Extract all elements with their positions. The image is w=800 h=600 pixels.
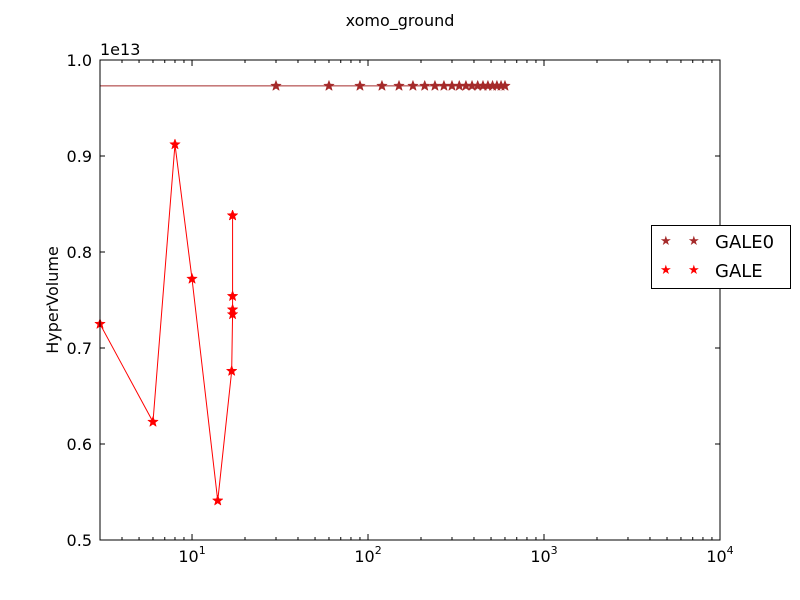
data-point [418, 79, 431, 91]
plot-area: 0.5 0.6 0.7 0.8 0.9 1.0 101 102 103 104 [67, 51, 734, 566]
data-point [147, 415, 159, 427]
data-point [407, 79, 419, 91]
legend-entry-gale: ★ ★ GALE [652, 258, 792, 286]
star-icon: ★ [688, 263, 700, 278]
data-point [438, 79, 450, 91]
x-tick-label: 103 [530, 544, 557, 566]
legend-entry-gale0: ★ ★ GALE0 [652, 229, 792, 257]
data-point [225, 364, 238, 377]
data-point [354, 79, 366, 91]
legend-label: GALE0 [715, 232, 775, 253]
y-tick-label: 0.7 [67, 339, 92, 358]
y-tick-label: 0.6 [67, 435, 92, 454]
chart-title: xomo_ground [346, 11, 455, 31]
data-point [169, 138, 181, 150]
legend: ★ ★ GALE0 ★ ★ GALE [651, 225, 791, 289]
data-point [226, 209, 239, 221]
plot-frame [99, 59, 721, 541]
y-tick-label: 0.8 [67, 243, 92, 262]
data-point [393, 79, 405, 91]
y-tick-label: 0.9 [67, 147, 92, 166]
data-point [211, 494, 224, 506]
data-point [376, 79, 388, 91]
data-point [429, 79, 441, 91]
data-point [226, 289, 239, 302]
data-point [226, 303, 239, 315]
series-line-gale [100, 144, 234, 501]
data-point [270, 79, 282, 91]
star-icon: ★ [660, 234, 672, 249]
data-point [499, 79, 511, 91]
data-point [323, 79, 335, 91]
y-offset-label: 1e13 [100, 40, 140, 59]
x-tick-label: 102 [354, 544, 381, 566]
data-point [226, 308, 239, 320]
x-tick-label: 101 [178, 544, 205, 566]
x-tick-label: 104 [706, 544, 733, 566]
star-icon: ★ [660, 263, 672, 278]
y-axis-label: HyperVolume [43, 246, 62, 354]
star-icon: ★ [688, 234, 700, 249]
legend-label: GALE [715, 261, 763, 282]
y-tick-label: 1.0 [67, 51, 92, 70]
y-tick-label: 0.5 [67, 531, 92, 550]
data-point [186, 272, 198, 284]
